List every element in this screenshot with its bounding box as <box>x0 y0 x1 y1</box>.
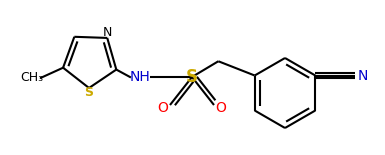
Text: CH₃: CH₃ <box>20 71 44 84</box>
Text: N: N <box>102 27 112 39</box>
Text: O: O <box>157 101 169 115</box>
Text: O: O <box>216 101 226 115</box>
Text: NH: NH <box>130 70 151 84</box>
Text: S: S <box>186 68 198 86</box>
Text: N: N <box>358 69 368 82</box>
Text: S: S <box>85 86 94 100</box>
